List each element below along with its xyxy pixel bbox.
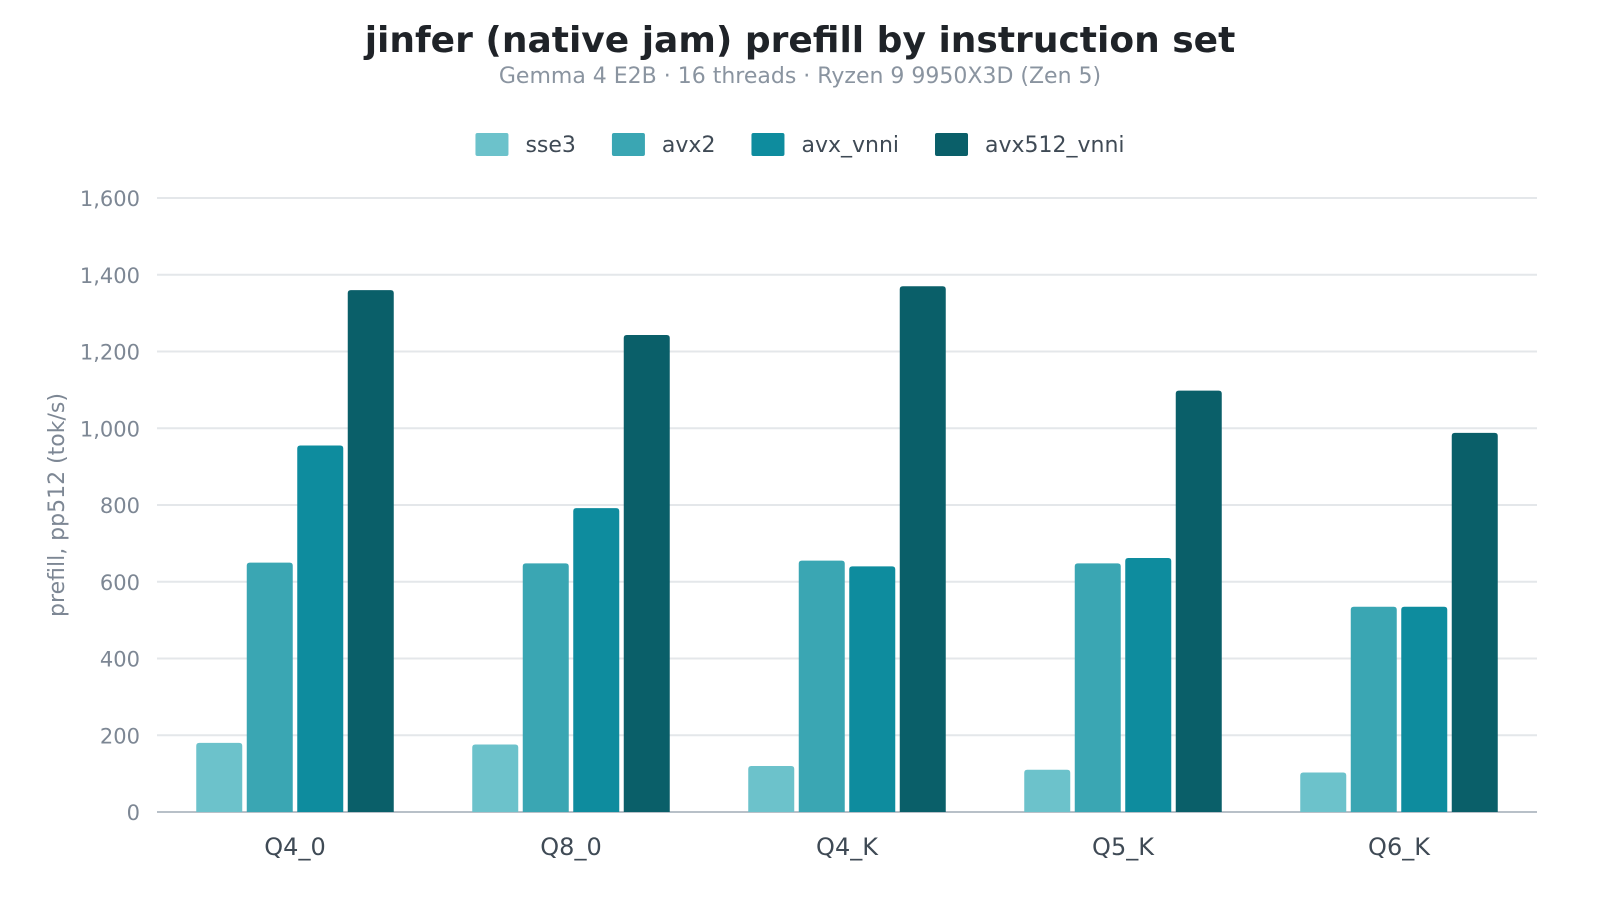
legend-swatch: [935, 133, 969, 156]
x-axis-ticks: Q4_0 Q8_0 Q4_K Q5_K Q6_K: [264, 833, 1431, 861]
y-tick-label: 1,200: [80, 341, 140, 365]
y-tick-label: 0: [127, 801, 140, 825]
x-tick-label: Q8_0: [540, 833, 601, 861]
bar-sse3-Q8_0: [472, 744, 519, 812]
bar-avx512_vnni-Q6_K: [1451, 432, 1498, 812]
y-tick-label: 800: [100, 494, 140, 518]
x-tick-label: Q5_K: [1092, 833, 1155, 861]
y-tick-label: 200: [100, 724, 140, 748]
y-axis-ticks: 0 200 400 600 800 1,000 1,200 1,400 1,600: [80, 187, 140, 825]
x-tick-label: Q4_K: [816, 833, 879, 861]
legend-item-avx2: avx2: [611, 133, 716, 158]
y-tick-label: 1,400: [80, 264, 140, 288]
bar-avx512_vnni-Q5_K: [1175, 390, 1222, 812]
y-axis-label: prefill, pp512 (tok/s): [45, 393, 70, 617]
bar-avx512_vnni-Q4_0: [347, 290, 394, 813]
legend-item-avx512_vnni: avx512_vnni: [935, 133, 1125, 158]
bar-avx_vnni-Q6_K: [1401, 606, 1448, 812]
chart-title: jinfer (native jam) prefill by instructi…: [363, 20, 1236, 61]
bar-sse3-Q4_0: [196, 742, 243, 812]
bar-avx512_vnni-Q8_0: [623, 334, 670, 812]
legend-swatch: [475, 133, 509, 156]
x-tick-label: Q6_K: [1368, 833, 1431, 861]
x-tick-label: Q4_0: [264, 833, 325, 861]
legend-label: sse3: [525, 133, 575, 158]
legend-label: avx_vnni: [801, 133, 899, 158]
legend-swatch: [751, 133, 785, 156]
y-tick-label: 1,600: [80, 187, 140, 211]
bar-avx_vnni-Q5_K: [1125, 557, 1172, 812]
chart-subtitle: Gemma 4 E2B · 16 threads · Ryzen 9 9950X…: [499, 64, 1101, 89]
bar-sse3-Q4_K: [748, 765, 795, 812]
legend-swatch: [611, 133, 645, 156]
legend-label: avx512_vnni: [985, 133, 1125, 158]
y-tick-label: 600: [100, 571, 140, 595]
y-tick-label: 400: [100, 648, 140, 672]
bar-avx_vnni-Q4_0: [297, 445, 344, 812]
bar-sse3-Q6_K: [1300, 772, 1347, 812]
legend: sse3 avx2 avx_vnni avx512_vnni: [475, 133, 1125, 158]
bar-avx2-Q4_0: [246, 562, 293, 812]
bars: [196, 286, 1498, 813]
bar-avx2-Q8_0: [522, 563, 569, 812]
y-tick-label: 1,000: [80, 417, 140, 441]
bar-avx2-Q6_K: [1350, 606, 1397, 812]
bar-avx_vnni-Q8_0: [573, 508, 620, 812]
bar-avx512_vnni-Q4_K: [899, 286, 946, 812]
bar-avx2-Q4_K: [798, 560, 845, 812]
legend-item-avx_vnni: avx_vnni: [751, 133, 899, 158]
bar-avx_vnni-Q4_K: [849, 566, 896, 812]
legend-label: avx2: [662, 133, 716, 158]
bar-avx2-Q5_K: [1074, 563, 1121, 812]
legend-item-sse3: sse3: [475, 133, 576, 158]
bar-sse3-Q5_K: [1024, 769, 1071, 812]
